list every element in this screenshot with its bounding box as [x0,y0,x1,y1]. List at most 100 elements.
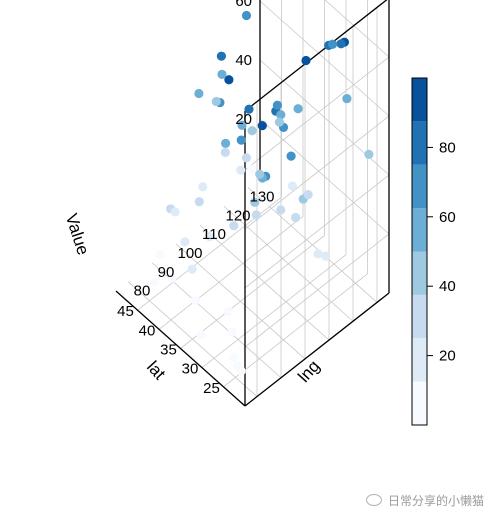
floor-grid-line [223,273,368,388]
y-tick-label: 80 [134,283,151,300]
floor-grid-line [199,224,330,341]
x-tick-label: 40 [139,322,156,339]
data-point [237,120,247,130]
data-point [196,330,206,340]
z-tick-label: 40 [235,52,252,69]
data-point [227,327,237,337]
data-point [204,232,214,242]
data-point [229,221,239,231]
colorbar-segment [412,164,427,209]
x-tick-label: 25 [203,380,220,397]
colorbar-segment [412,338,427,382]
floor-grid-line [201,254,347,368]
data-point [274,117,284,127]
data-point [236,165,246,175]
data-point [313,249,323,259]
wall-grid-line [244,174,390,289]
wall-grid-line [259,0,390,117]
watermark-text: 日常分享的小懒猫 [388,494,485,508]
wall-grid-line [259,118,390,235]
z-axis-label: Value [62,211,93,257]
colorbar: 20 40 60 80 [411,77,456,426]
y-axis-label: lng [294,357,323,387]
watermark: 日常分享的小懒猫 [366,492,484,509]
x-axis-label: lat [143,357,169,383]
colorbar-segment [412,121,427,165]
data-point [221,138,231,148]
y-tick-label: 130 [249,188,274,205]
colorbar-tick-label: 80 [439,139,456,156]
data-point [211,96,221,107]
data-point [291,212,301,223]
data-point [224,75,234,85]
data-point [187,264,197,274]
wall-grid-line [244,115,390,230]
y-tick-label: 100 [177,245,202,262]
data-point [217,69,227,79]
z-tick-label: 60 [235,0,252,10]
data-point [262,196,273,207]
data-point [250,197,260,207]
data-point [190,295,200,305]
data-point [286,151,296,161]
wechat-icon [366,494,382,506]
colorbar-segment [412,208,427,252]
wall-grid-line [324,0,390,58]
colorbar-segment [412,294,427,339]
data-point [303,190,313,200]
data-point [301,55,311,66]
colorbar-segment [412,251,427,295]
data-point [229,352,239,362]
data-point [241,153,251,163]
data-point [167,273,177,283]
data-point [244,104,254,114]
y-tick-label: 90 [158,264,175,281]
colorbar-tick-label: 20 [439,348,456,365]
x-tick-label: 30 [182,361,199,378]
data-point [149,277,159,287]
y-tick-label: 120 [225,207,250,224]
x-tick-label: 45 [117,303,134,320]
data-point [170,207,180,217]
data-point [247,164,257,174]
point-layer [149,10,374,376]
data-point [247,126,257,136]
data-point [220,147,230,158]
wall-grid-line [244,233,390,348]
data-point [155,249,165,260]
colorbar-tick-label: 40 [439,278,456,295]
data-point [216,51,226,61]
colorbar-frame [411,77,428,426]
tick-layer: 2530354045809010011012013020406080 [117,0,274,397]
floor-grid-line [175,243,306,360]
data-point [251,210,261,220]
colorbar-segment [412,381,427,425]
data-point [342,93,352,104]
data-point [287,181,297,191]
data-point [276,110,286,120]
data-point [194,197,204,207]
data-point [257,121,267,131]
data-point [328,39,338,49]
box-edge [115,290,246,407]
data-point [223,306,233,317]
floor-grid-line [247,187,378,303]
data-point [276,205,286,215]
floor-grid-line [180,235,325,349]
data-point [180,237,190,247]
data-point [321,251,331,261]
data-point [272,100,282,110]
data-point [255,169,265,179]
y-tick-label: 110 [202,226,226,243]
floor-grid-line [127,281,258,397]
box-edge [244,0,388,112]
data-point [241,10,252,21]
data-point [198,182,208,192]
data-point [293,104,303,114]
x-tick-label: 35 [160,342,177,359]
box-layer [115,0,390,407]
data-point [232,360,242,371]
grid-layer [127,0,390,397]
data-point [364,149,374,159]
